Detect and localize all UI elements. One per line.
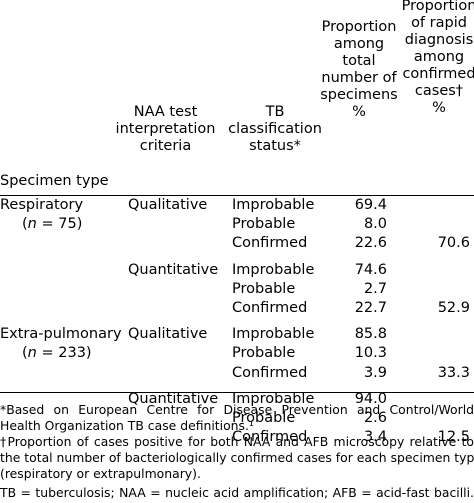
header-tb-line3: status* <box>249 138 301 154</box>
tb-status-cell: Improbable <box>232 197 315 213</box>
tb-status-cell: Confirmed <box>232 364 308 381</box>
tb-status-cell: Improbable <box>232 326 315 343</box>
specimen-count-value: = 75) <box>36 216 83 233</box>
pct-rapid-cell: 52.9 <box>437 300 470 316</box>
tb-status-cell: Confirmed <box>232 235 308 252</box>
pct-total-cell: 22.6 <box>354 235 387 252</box>
header-specimen-type: Specimen type <box>0 173 109 189</box>
tb-status-cell: Improbable <box>232 261 315 278</box>
tb-status-cell: Probable <box>232 216 296 233</box>
tb-status-cell: Probable <box>232 410 296 426</box>
pct-rapid-cell: 12.5 <box>437 429 470 446</box>
pct-total-cell: 22.7 <box>354 300 387 316</box>
header-prop-total-line4: number of <box>321 70 397 86</box>
header-prop-total-line1: Proportion <box>321 19 397 35</box>
tb-status-cell: Confirmed <box>232 300 308 316</box>
header-prop-rapid-line2: of rapid <box>411 15 467 31</box>
specimen-type-label: Extra-pulmonary <box>0 326 122 343</box>
specimen-count: (n = 75) <box>22 216 82 233</box>
header-prop-total-line3: total <box>342 53 376 69</box>
tb-status-cell: Probable <box>232 280 296 297</box>
pct-rapid-cell: 70.6 <box>437 235 470 252</box>
pct-total-cell: 10.3 <box>354 345 387 362</box>
naa-criteria-label: Quantitative <box>128 261 219 278</box>
footer-rule <box>0 392 474 393</box>
specimen-type-label: Respiratory <box>0 197 84 213</box>
header-prop-rapid-line1: Proportion <box>401 0 474 14</box>
pct-total-cell: 94.0 <box>354 390 387 407</box>
specimen-count-prefix: ( <box>22 216 28 233</box>
specimen-count-variable: n <box>27 345 37 362</box>
header-prop-rapid-line4: among <box>413 49 465 65</box>
tb-status-cell: Confirmed <box>232 429 308 446</box>
specimen-count-value: = 233) <box>36 345 92 362</box>
footnote-star-line2: Health Organization TB case definitions.… <box>0 418 254 433</box>
pct-total-cell: 2.6 <box>363 410 387 426</box>
header-prop-total-line6: % <box>352 104 366 120</box>
footnote-dagger-line2: the total number of bacteriologically co… <box>0 450 474 465</box>
header-prop-rapid-line7: % <box>432 100 446 116</box>
header-rule <box>0 195 474 196</box>
footnote-abbreviations: TB = tuberculosis; NAA = nucleic acid am… <box>0 485 474 500</box>
header-tb-line1: TB <box>265 104 285 120</box>
pct-total-cell: 8.0 <box>363 216 387 233</box>
tb-status-cell: Improbable <box>232 390 315 407</box>
specimen-count: (n = 233) <box>22 345 92 362</box>
pct-rapid-cell: 33.3 <box>437 364 470 381</box>
naa-criteria-label: Quantitative <box>128 390 219 407</box>
pct-total-cell: 3.9 <box>363 364 387 381</box>
specimen-count-variable: n <box>27 216 37 233</box>
pct-total-cell: 74.6 <box>354 261 387 278</box>
pct-total-cell: 2.7 <box>363 280 387 297</box>
header-naa-line1: NAA test <box>133 104 198 120</box>
header-prop-total-line2: among <box>333 36 385 52</box>
naa-criteria-label: Qualitative <box>128 197 208 213</box>
footnote-dagger-line1: †Proportion of cases positive for both N… <box>0 434 474 449</box>
tb-status-cell: Probable <box>232 345 296 362</box>
pct-total-cell: 69.4 <box>354 197 387 213</box>
naa-criteria-label: Qualitative <box>128 326 208 343</box>
header-prop-rapid-line3: diagnosis <box>404 32 474 48</box>
header-tb-line2: classification <box>228 121 322 137</box>
header-naa-line2: interpretation <box>115 121 216 137</box>
header-naa-line3: criteria <box>139 138 192 154</box>
specimen-count-prefix: ( <box>22 345 28 362</box>
header-prop-rapid-line5: confirmed <box>402 66 474 82</box>
header-prop-rapid-line6: cases† <box>414 83 464 99</box>
header-prop-total-line5: specimens <box>320 87 398 103</box>
pct-total-cell: 3.4 <box>363 429 387 446</box>
pct-total-cell: 85.8 <box>354 326 387 343</box>
footnote-star-line1: *Based on European Centre for Disease Pr… <box>0 402 474 417</box>
footnote-dagger-line3: (respiratory or extrapulmonary). <box>0 466 201 481</box>
